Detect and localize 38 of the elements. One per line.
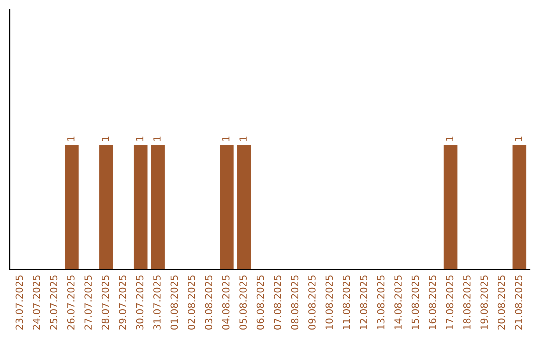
x-tick-label: 02.08.2025	[188, 276, 196, 330]
x-tick-label: 20.08.2025	[498, 276, 506, 330]
x-tick-label: 08.08.2025	[291, 276, 299, 330]
data-label: 1	[515, 136, 522, 142]
data-label: 1	[222, 136, 230, 142]
x-tick-label: 11.08.2025	[342, 276, 350, 330]
x-tick-label: 23.07.2025	[16, 276, 24, 330]
x-tick-label: 28.07.2025	[102, 276, 110, 330]
x-tick-label: 19.08.2025	[480, 276, 488, 330]
x-tick-label: 30.07.2025	[136, 276, 144, 330]
data-label: 1	[68, 136, 75, 142]
x-tick-label: 26.07.2025	[67, 276, 75, 330]
x-tick-label: 01.08.2025	[170, 276, 178, 330]
x-tick-label: 31.07.2025	[154, 276, 161, 330]
data-label: 1	[446, 136, 454, 142]
x-tick-label: 15.08.2025	[412, 276, 420, 330]
x-tick-label: 18.08.2025	[463, 276, 471, 330]
x-tick-label: 14.08.2025	[394, 276, 402, 330]
x-tick-label: 27.07.2025	[84, 276, 92, 330]
x-tick-label: 07.08.2025	[274, 276, 282, 330]
x-tick-label: 21.08.2025	[515, 276, 522, 330]
x-tick-label: 17.08.2025	[446, 276, 454, 330]
x-tick-label: 06.08.2025	[256, 276, 264, 330]
x-tick-label: 16.08.2025	[429, 276, 436, 330]
data-label: 1	[154, 136, 161, 142]
x-tick-label: 05.08.2025	[240, 276, 247, 330]
x-tick-label: 13.08.2025	[377, 276, 385, 330]
x-tick-label: 25.07.2025	[50, 276, 58, 330]
data-label: 1	[102, 136, 110, 142]
data-label: 1	[240, 136, 247, 142]
x-tick-label: 09.08.2025	[308, 276, 316, 330]
x-tick-label: 10.08.2025	[326, 276, 334, 330]
x-tick-label: 29.07.2025	[119, 276, 126, 330]
data-label: 1	[136, 136, 144, 142]
x-tick-label: 03.08.2025	[205, 276, 213, 330]
x-tick-label: 04.08.2025	[222, 276, 230, 330]
x-tick-label: 24.07.2025	[33, 276, 40, 330]
x-tick-label: 12.08.2025	[360, 276, 368, 330]
